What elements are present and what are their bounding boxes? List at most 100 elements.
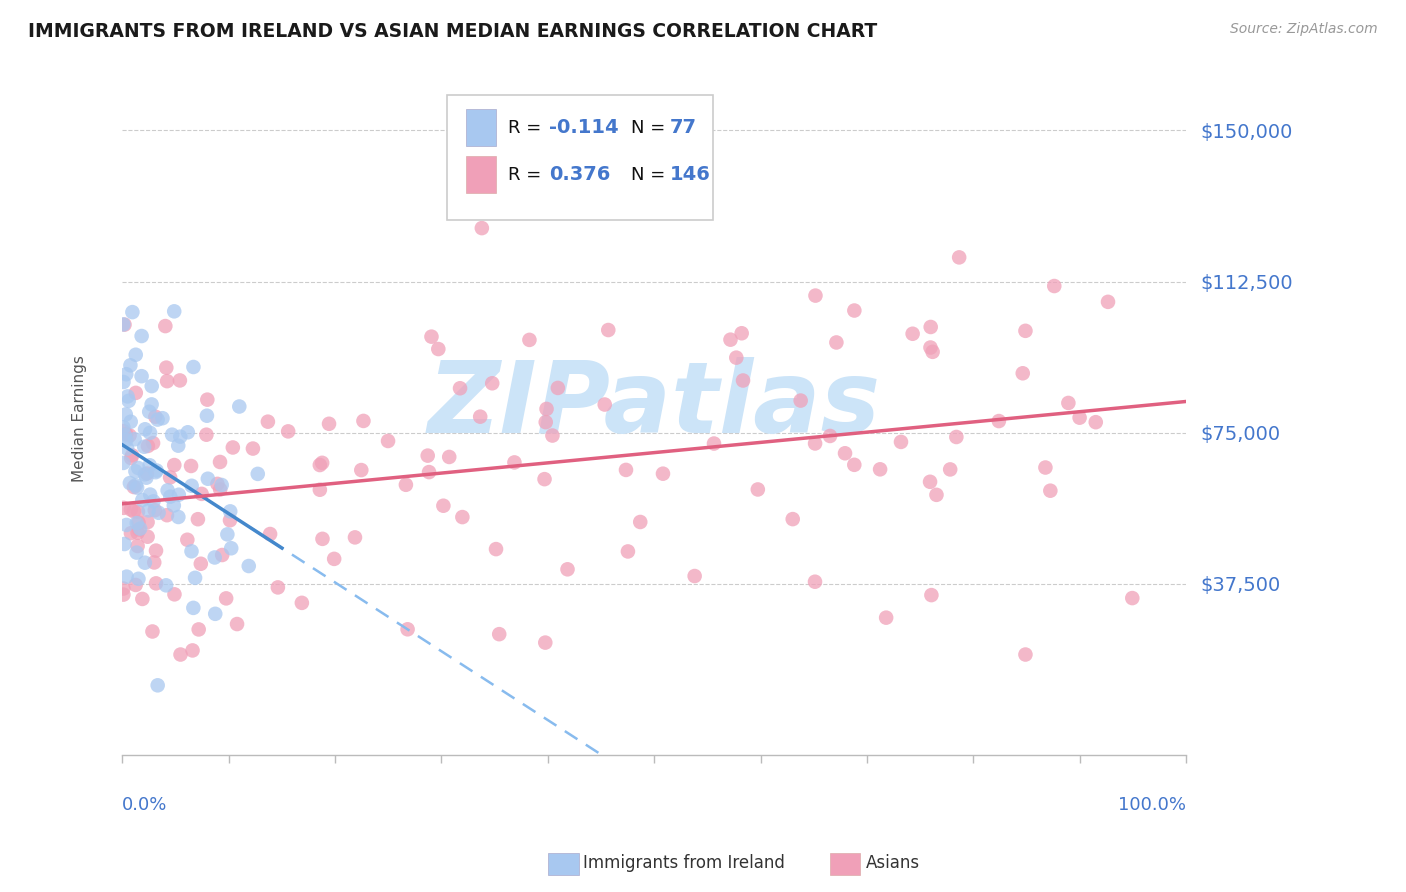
Point xyxy=(177,425,200,440)
Point xyxy=(418,465,440,479)
Point xyxy=(204,607,226,621)
Point xyxy=(352,414,374,428)
Point xyxy=(449,381,471,395)
Point xyxy=(219,513,242,527)
Point xyxy=(131,369,153,384)
Point xyxy=(318,417,340,431)
Text: 146: 146 xyxy=(671,165,711,185)
Point xyxy=(488,627,510,641)
Point xyxy=(131,591,153,606)
Point xyxy=(117,389,139,403)
Point xyxy=(242,442,264,456)
Point xyxy=(159,470,181,484)
Point xyxy=(114,318,136,332)
Point xyxy=(125,545,148,559)
Point xyxy=(614,463,637,477)
Point xyxy=(869,462,891,476)
Point xyxy=(127,572,149,586)
FancyBboxPatch shape xyxy=(465,109,496,146)
Point xyxy=(219,541,242,556)
Point xyxy=(125,348,148,362)
Point xyxy=(547,381,569,395)
Point xyxy=(125,478,148,492)
Point xyxy=(918,475,941,489)
Point xyxy=(118,476,141,491)
Point xyxy=(152,411,174,425)
Point xyxy=(652,467,675,481)
Point xyxy=(112,456,135,470)
Point xyxy=(112,500,135,515)
Point xyxy=(533,472,555,486)
Point xyxy=(920,588,942,602)
Point xyxy=(136,439,159,453)
Point xyxy=(190,557,212,571)
Text: R =: R = xyxy=(509,119,547,136)
Point xyxy=(343,530,366,544)
Point xyxy=(782,512,804,526)
Point xyxy=(1121,591,1143,605)
Text: 0.0%: 0.0% xyxy=(122,796,167,814)
Point xyxy=(115,518,138,533)
Text: N =: N = xyxy=(631,166,671,184)
Point xyxy=(238,559,260,574)
Point xyxy=(703,436,725,450)
Point xyxy=(125,385,148,400)
Point xyxy=(731,374,754,388)
Point xyxy=(122,480,145,494)
Point xyxy=(925,488,948,502)
Point xyxy=(134,556,156,570)
Point xyxy=(226,617,249,632)
Point xyxy=(127,539,149,553)
Point xyxy=(127,525,149,540)
Point xyxy=(308,458,330,472)
Point xyxy=(485,542,508,557)
Point xyxy=(439,450,461,464)
Point xyxy=(142,436,165,450)
Point xyxy=(187,512,209,526)
Point xyxy=(593,398,616,412)
Point xyxy=(217,527,239,541)
Point xyxy=(1039,483,1062,498)
Point xyxy=(120,415,142,429)
Point xyxy=(128,516,150,530)
Point xyxy=(901,326,924,341)
Point xyxy=(115,569,138,583)
Point xyxy=(1014,324,1036,338)
Point xyxy=(945,430,967,444)
Point xyxy=(377,434,399,448)
Point xyxy=(844,303,866,318)
Point xyxy=(844,458,866,472)
Point xyxy=(163,499,186,513)
Text: 0.376: 0.376 xyxy=(548,165,610,185)
Point xyxy=(396,622,419,636)
Point xyxy=(124,432,146,446)
Point xyxy=(156,508,179,523)
Point xyxy=(114,537,136,551)
Point xyxy=(519,333,541,347)
Point xyxy=(420,329,443,343)
Point xyxy=(155,319,177,334)
Point xyxy=(160,427,183,442)
Point xyxy=(395,477,418,491)
Point xyxy=(112,318,135,332)
Point xyxy=(427,342,450,356)
Point xyxy=(825,335,848,350)
Point xyxy=(195,392,218,407)
Point xyxy=(503,455,526,469)
Point xyxy=(145,543,167,558)
Point xyxy=(167,439,190,453)
Text: IMMIGRANTS FROM IRELAND VS ASIAN MEDIAN EARNINGS CORRELATION CHART: IMMIGRANTS FROM IRELAND VS ASIAN MEDIAN … xyxy=(28,22,877,41)
Point xyxy=(432,499,454,513)
Point xyxy=(1084,415,1107,429)
Point xyxy=(197,472,219,486)
Point xyxy=(804,436,827,450)
Point xyxy=(1043,279,1066,293)
Point xyxy=(134,422,156,436)
Point xyxy=(115,433,138,447)
Point xyxy=(180,544,202,558)
Point xyxy=(120,526,142,541)
Point xyxy=(167,510,190,524)
Point xyxy=(731,326,754,341)
Point xyxy=(628,515,651,529)
Point xyxy=(228,400,250,414)
